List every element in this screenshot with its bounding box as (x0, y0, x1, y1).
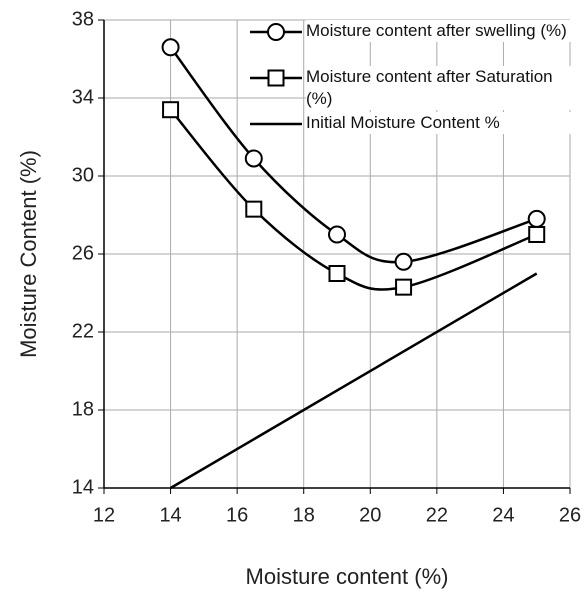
x-tick-label: 24 (492, 504, 514, 526)
data-point (395, 278, 413, 296)
legend-label: Moisture content after swelling (%) (306, 20, 576, 42)
legend-label: Initial Moisture Content % (306, 112, 576, 134)
data-point (394, 252, 413, 271)
x-tick-label: 12 (93, 504, 115, 526)
y-tick-label: 26 (72, 242, 94, 264)
data-point (527, 209, 546, 228)
x-tick-label: 18 (293, 504, 315, 526)
x-tick-label: 14 (159, 504, 181, 526)
x-tick-label: 20 (359, 504, 381, 526)
data-point (162, 101, 180, 119)
series-line (169, 272, 538, 490)
y-axis-label: Moisture Content (%) (16, 150, 41, 358)
x-tick-label: 26 (559, 504, 581, 526)
legend-marker (267, 23, 285, 41)
data-point (245, 200, 263, 218)
data-point (161, 38, 180, 57)
y-tick-label: 14 (72, 476, 94, 498)
x-axis-label: Moisture content (%) (246, 564, 449, 589)
data-point (528, 226, 546, 243)
data-point (328, 265, 346, 282)
data-point (328, 225, 346, 244)
data-point (244, 149, 263, 168)
y-tick-label: 22 (72, 320, 94, 342)
x-tick-label: 22 (426, 504, 448, 526)
y-tick-label: 30 (72, 164, 94, 186)
y-tick-label: 34 (72, 86, 94, 108)
series-line (169, 108, 538, 291)
legend-label: Moisture content after Saturation (%) (306, 66, 576, 110)
y-tick-label: 18 (72, 398, 94, 420)
legend-marker (267, 69, 285, 87)
x-tick-label: 16 (226, 504, 248, 526)
y-tick-label: 38 (72, 8, 94, 30)
